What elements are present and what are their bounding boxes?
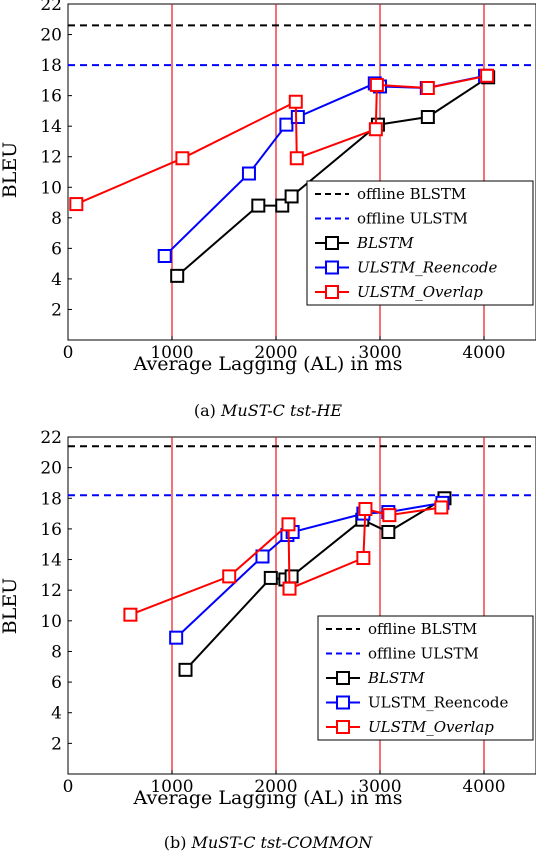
plot-frame [67, 3, 536, 341]
data-point [169, 630, 184, 645]
data-point [420, 81, 435, 95]
legend-marker [336, 695, 350, 710]
y-tick-label: 6 [51, 673, 62, 693]
data-point [281, 517, 296, 532]
data-point [279, 117, 294, 132]
legend-marker [336, 671, 350, 685]
legend-label: BLSTM [356, 234, 414, 252]
data-point [480, 68, 495, 83]
y-tick-label: 6 [51, 239, 62, 259]
figure-caption: (b) MuST-C tst-COMMON [164, 833, 374, 852]
y-tick-label: 12 [40, 148, 62, 168]
legend-label: offline BLSTM [368, 620, 477, 638]
plot-frame [67, 436, 536, 775]
data-point [420, 110, 435, 125]
y-axis-label: BLEU [0, 142, 21, 198]
y-tick-label: 2 [51, 734, 62, 754]
y-tick-label: 18 [40, 489, 62, 509]
y-tick-label: 22 [40, 428, 62, 448]
legend-label: ULSTM_Reencode [368, 694, 508, 712]
data-point [290, 110, 305, 125]
x-tick-label: 1000 [150, 777, 193, 797]
legend-label: offline ULSTM [357, 210, 468, 228]
y-tick-label: 10 [40, 178, 62, 198]
data-point [289, 151, 304, 166]
legend-marker [325, 236, 339, 250]
data-point [69, 197, 84, 212]
y-axis-label: BLEU [0, 578, 21, 634]
y-tick-label: 22 [40, 0, 62, 15]
data-point [175, 151, 190, 166]
chart-panel-b: 0 1000 2000 3000 4000 2 4 6 8 10 12 14 16 18 20 22 Avera… [0, 428, 536, 852]
series-line [75, 74, 488, 206]
y-tick-label: 8 [51, 642, 62, 662]
data-point [157, 249, 172, 263]
data-point [241, 166, 256, 181]
data-point [123, 607, 138, 622]
legend-label: ULSTM_Overlap [368, 718, 494, 736]
y-tick-label: 18 [40, 56, 62, 76]
data-point [381, 524, 396, 539]
data-point [368, 122, 383, 137]
data-point [356, 551, 371, 566]
legend-label: ULSTM_Reencode [357, 259, 497, 277]
x-tick-label: 3000 [358, 343, 401, 363]
data-point [255, 549, 270, 564]
legend-marker [336, 720, 350, 734]
y-tick-label: 4 [51, 270, 62, 290]
y-tick-label: 4 [51, 704, 62, 724]
legend-label: offline ULSTM [368, 645, 479, 663]
data-point [178, 662, 193, 677]
y-tick-label: 12 [40, 581, 62, 601]
data-point [288, 94, 303, 109]
data-point [382, 508, 397, 523]
data-point [284, 189, 299, 204]
x-tick-label: 2000 [254, 777, 297, 797]
figure-caption: (a) MuST-C tst-HE [194, 401, 343, 420]
y-tick-label: 8 [51, 209, 62, 229]
y-tick-label: 10 [40, 612, 62, 632]
legend-label: offline BLSTM [357, 185, 466, 203]
data-point [284, 569, 299, 584]
y-tick-label: 16 [40, 87, 62, 107]
data-point [358, 501, 373, 516]
x-tick-label: 0 [63, 343, 74, 363]
x-tick-label: 1000 [150, 343, 193, 363]
legend-label: ULSTM_Overlap [357, 283, 483, 301]
legend-marker [325, 260, 339, 275]
data-point [263, 570, 278, 585]
x-axis-label: Average Lagging (AL) in ms [133, 353, 403, 375]
legend-label: BLSTM [367, 669, 425, 687]
legend-marker [325, 285, 339, 299]
x-axis-label: Average Lagging (AL) in ms [133, 787, 403, 809]
data-point [251, 198, 266, 213]
data-point [170, 268, 185, 283]
data-point [434, 500, 449, 515]
data-point [222, 569, 237, 584]
data-point [369, 77, 384, 92]
y-tick-label: 14 [40, 551, 62, 571]
y-tick-label: 14 [40, 117, 62, 137]
y-tick-label: 20 [40, 459, 62, 479]
x-tick-label: 0 [63, 777, 74, 797]
x-tick-label: 3000 [358, 777, 401, 797]
data-point [282, 581, 297, 596]
y-tick-label: 20 [40, 26, 62, 46]
x-tick-label: 2000 [254, 343, 297, 363]
chart-panel-a: 0 1000 2000 3000 4000 2 4 6 8 10 12 14 16 18 20 22 Avera… [0, 0, 536, 420]
x-tick-label: 4000 [462, 343, 505, 363]
x-tick-label: 4000 [462, 777, 505, 797]
y-tick-label: 16 [40, 520, 62, 540]
y-tick-label: 2 [51, 300, 62, 320]
